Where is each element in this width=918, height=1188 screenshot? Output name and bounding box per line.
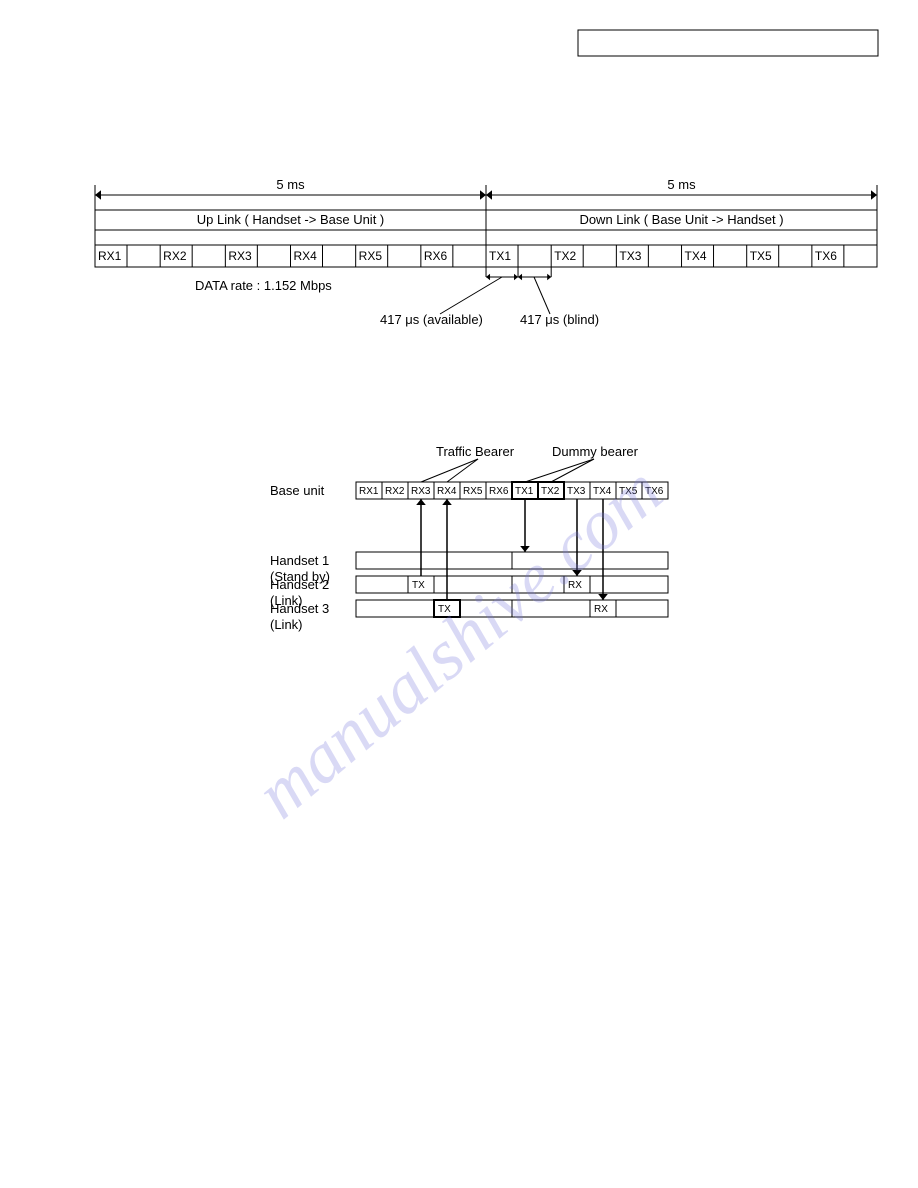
svg-text:TX5: TX5 bbox=[750, 249, 772, 263]
svg-text:TX6: TX6 bbox=[815, 249, 837, 263]
svg-text:TX5: TX5 bbox=[619, 486, 638, 497]
svg-text:Handset 2: Handset 2 bbox=[270, 577, 329, 592]
svg-text:5 ms: 5 ms bbox=[667, 177, 696, 192]
svg-text:TX2: TX2 bbox=[554, 249, 576, 263]
svg-text:TX1: TX1 bbox=[489, 249, 511, 263]
svg-text:Up Link ( Handset -> Base Unit: Up Link ( Handset -> Base Unit ) bbox=[197, 212, 385, 227]
svg-text:Handset 3: Handset 3 bbox=[270, 601, 329, 616]
svg-text:RX5: RX5 bbox=[463, 486, 483, 497]
svg-text:TX: TX bbox=[412, 580, 425, 591]
svg-text:417 μs (blind): 417 μs (blind) bbox=[520, 312, 599, 327]
svg-text:RX4: RX4 bbox=[437, 486, 457, 497]
diagram-svg: 5 ms 5 ms Up Link ( Handset -> Base Unit )… bbox=[0, 0, 918, 1188]
svg-text:RX3: RX3 bbox=[228, 249, 252, 263]
svg-text:Dummy bearer: Dummy bearer bbox=[552, 444, 639, 459]
svg-text:RX6: RX6 bbox=[489, 486, 509, 497]
svg-text:RX6: RX6 bbox=[424, 249, 448, 263]
svg-text:417 μs (available): 417 μs (available) bbox=[380, 312, 483, 327]
svg-text:RX5: RX5 bbox=[359, 249, 383, 263]
svg-text:RX1: RX1 bbox=[98, 249, 122, 263]
svg-text:Down Link ( Base Unit -> Hands: Down Link ( Base Unit -> Handset ) bbox=[579, 212, 783, 227]
svg-text:TX3: TX3 bbox=[619, 249, 641, 263]
svg-text:TX4: TX4 bbox=[685, 249, 707, 263]
svg-text:Traffic Bearer: Traffic Bearer bbox=[436, 444, 515, 459]
svg-text:RX3: RX3 bbox=[411, 486, 431, 497]
svg-text:TX1: TX1 bbox=[515, 486, 534, 497]
svg-text:RX: RX bbox=[568, 580, 582, 591]
svg-text:TX3: TX3 bbox=[567, 486, 586, 497]
svg-text:RX4: RX4 bbox=[294, 249, 318, 263]
svg-text:Handset 1: Handset 1 bbox=[270, 553, 329, 568]
svg-text:RX1: RX1 bbox=[359, 486, 379, 497]
svg-text:(Link): (Link) bbox=[270, 617, 303, 632]
svg-text:RX2: RX2 bbox=[385, 486, 405, 497]
svg-text:TX2: TX2 bbox=[541, 486, 560, 497]
svg-text:RX2: RX2 bbox=[163, 249, 187, 263]
svg-text:DATA rate : 1.152 Mbps: DATA rate : 1.152 Mbps bbox=[195, 278, 332, 293]
svg-text:RX: RX bbox=[594, 604, 608, 615]
svg-text:TX4: TX4 bbox=[593, 486, 612, 497]
svg-text:Base unit: Base unit bbox=[270, 483, 325, 498]
svg-text:5 ms: 5 ms bbox=[276, 177, 305, 192]
svg-text:TX: TX bbox=[438, 604, 451, 615]
svg-text:TX6: TX6 bbox=[645, 486, 664, 497]
